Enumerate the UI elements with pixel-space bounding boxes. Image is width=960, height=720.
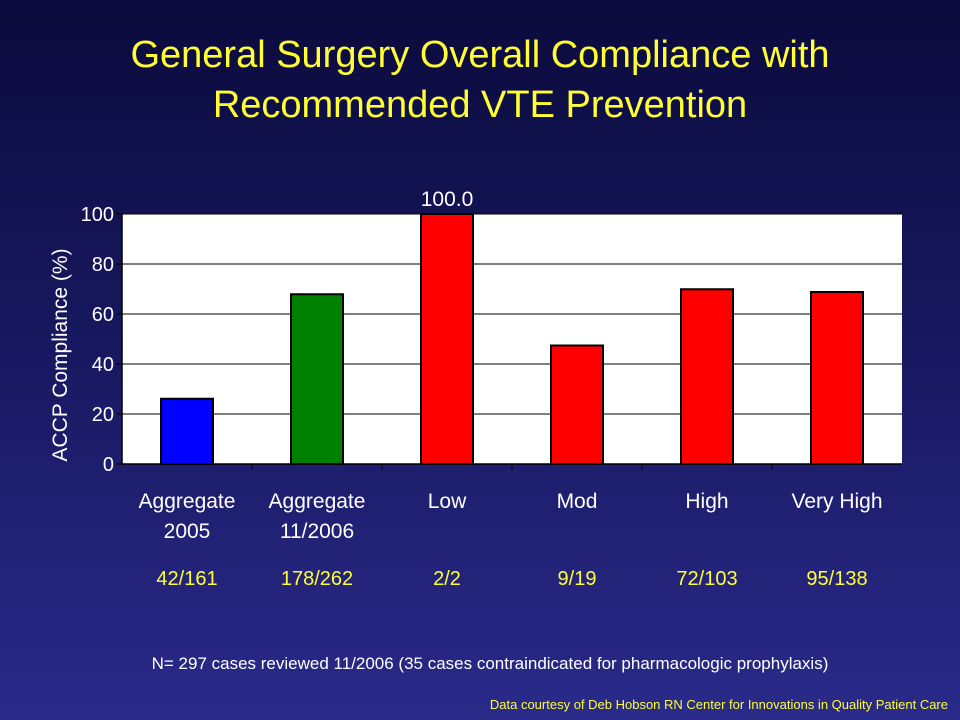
x-tick-label: 11/2006 xyxy=(280,520,354,543)
y-tick-label: 20 xyxy=(92,404,114,426)
data-label: 68.8 xyxy=(817,266,858,289)
case-count: 42/161 xyxy=(156,568,218,590)
slide-title: General Surgery Overall Compliance with … xyxy=(0,30,960,130)
labels: 0 20 40 60 80 100 26.1 Aggregate 2005 67.9 Aggrega… xyxy=(81,188,883,543)
bar xyxy=(290,293,344,465)
bar xyxy=(810,291,864,465)
y-tick-label: 60 xyxy=(92,304,114,326)
bar xyxy=(420,213,474,465)
axes xyxy=(116,213,902,470)
title-line-1: General Surgery Overall Compliance with xyxy=(130,34,830,76)
data-label: 69.9 xyxy=(687,263,728,286)
x-tick-label: Low xyxy=(428,490,467,513)
title-line-2: Recommended VTE Prevention xyxy=(212,84,748,126)
y-tick-label: 0 xyxy=(103,454,114,476)
x-tick-label: Aggregate xyxy=(139,490,236,513)
y-tick-label: 40 xyxy=(92,354,114,376)
case-count: 72/103 xyxy=(676,568,738,590)
case-count: 95/138 xyxy=(806,568,868,590)
gridlines xyxy=(122,213,902,464)
x-tick-label: 2005 xyxy=(164,520,211,543)
data-credit: Data courtesy of Deb Hobson RN Center fo… xyxy=(489,697,948,712)
bars xyxy=(160,213,864,465)
y-tick-label: 80 xyxy=(92,254,114,276)
bar xyxy=(160,397,214,465)
y-axis-title: ACCP Compliance (%) xyxy=(49,248,72,461)
plot-area xyxy=(122,214,902,464)
case-count: 178/262 xyxy=(280,568,354,590)
data-label: 26.1 xyxy=(167,373,208,396)
bar xyxy=(550,344,604,465)
case-counts-row: 42/161 178/262 2/2 9/19 72/103 95/138 xyxy=(0,568,960,598)
data-label: 47.4 xyxy=(557,320,598,343)
x-tick-label: Mod xyxy=(557,490,598,513)
case-count: 9/19 xyxy=(557,568,597,590)
data-label: 67.9 xyxy=(297,268,338,291)
footnote: N= 297 cases reviewed 11/2006 (35 cases … xyxy=(151,654,829,673)
bar xyxy=(680,288,734,465)
data-label: 100.0 xyxy=(421,188,474,211)
case-count: 2/2 xyxy=(433,568,461,590)
x-tick-label: High xyxy=(685,490,728,513)
x-tick-label: Very High xyxy=(791,490,882,513)
y-tick-label: 100 xyxy=(81,204,114,226)
x-tick-label: Aggregate xyxy=(269,490,366,513)
